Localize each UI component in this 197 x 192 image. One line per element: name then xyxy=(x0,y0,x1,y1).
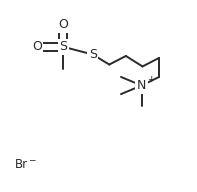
Text: −: − xyxy=(29,155,36,164)
Text: +: + xyxy=(147,75,155,84)
Text: O: O xyxy=(58,18,68,31)
Text: S: S xyxy=(89,48,97,61)
Text: O: O xyxy=(32,40,42,53)
Text: Br: Br xyxy=(14,158,28,171)
Text: N: N xyxy=(137,79,146,92)
Text: S: S xyxy=(59,40,67,53)
